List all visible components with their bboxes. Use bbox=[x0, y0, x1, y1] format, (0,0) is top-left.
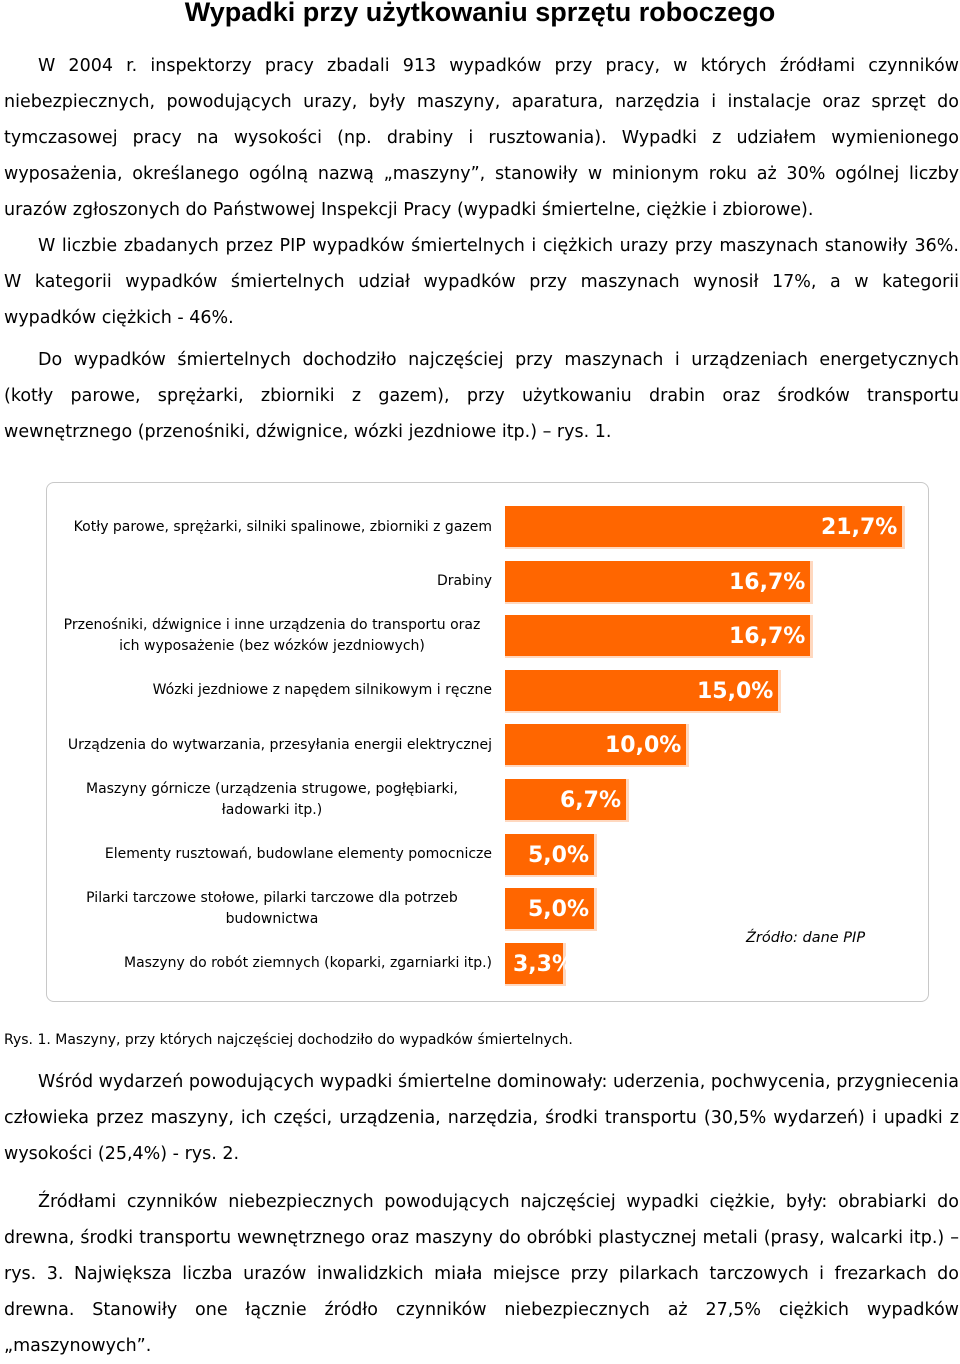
bar bbox=[505, 833, 597, 877]
category-label: Urządzenia do wytwarzania, przesyłania e… bbox=[67, 736, 492, 753]
figure-caption: Rys. 1. Maszyny, przy których najczęście… bbox=[4, 1032, 573, 1048]
category-label: Pilarki tarczowe stołowe, pilarki tarczo… bbox=[86, 890, 458, 928]
category-label: Maszyny górnicze (urządzenia strugowe, p… bbox=[85, 781, 458, 818]
page-title: Wypadki przy użytkowaniu sprzętu robocze… bbox=[184, 0, 776, 27]
bar-value-label: 10,0% bbox=[605, 733, 682, 759]
category-label: Wózki jezdniowe z napędem silnikowym i r… bbox=[152, 682, 492, 699]
bar-value-label: 16,7% bbox=[729, 624, 806, 650]
paragraph-1: W 2004 r. inspektorzy pracy zbadali 913 … bbox=[4, 56, 959, 220]
category-label: Drabiny bbox=[436, 573, 492, 590]
bar bbox=[505, 669, 781, 713]
bar bbox=[505, 506, 905, 549]
chart-source-note: Źródło: dane PIP bbox=[746, 930, 866, 946]
bar-value-label: 16,7% bbox=[729, 569, 806, 595]
paragraph-2: W liczbie zbadanych przez PIP wypadków ś… bbox=[4, 236, 959, 328]
bar bbox=[505, 615, 813, 659]
category-label: Maszyny do robót ziemnych (koparki, zgar… bbox=[124, 955, 492, 972]
paragraph-5: Źródłami czynników niebezpiecznych powod… bbox=[4, 1192, 959, 1356]
bar-value-label: 5,0% bbox=[528, 897, 590, 923]
bar bbox=[505, 779, 629, 822]
category-label: Elementy rusztowań, budowlane elementy p… bbox=[104, 846, 492, 863]
chart-frame bbox=[46, 482, 929, 1002]
paragraph-3: Do wypadków śmiertelnych dochodziło najc… bbox=[4, 350, 959, 442]
bar bbox=[505, 888, 597, 932]
category-label: Przenośniki, dźwignice i inne urządzenia… bbox=[63, 617, 481, 655]
bar-value-label: 5,0% bbox=[528, 842, 590, 868]
category-label: Kotły parowe, sprężarki, silniki spalino… bbox=[73, 518, 492, 535]
bar-value-label: 15,0% bbox=[697, 678, 774, 704]
bar-value-label: 6,7% bbox=[560, 788, 622, 813]
bar bbox=[505, 560, 813, 604]
bar-value-label: 3,3% bbox=[513, 951, 575, 977]
bar-value-label: 21,7% bbox=[821, 515, 898, 540]
paragraph-4: Wśród wydarzeń powodujących wypadki śmie… bbox=[4, 1072, 959, 1164]
bar bbox=[505, 942, 566, 986]
bar bbox=[505, 724, 689, 768]
